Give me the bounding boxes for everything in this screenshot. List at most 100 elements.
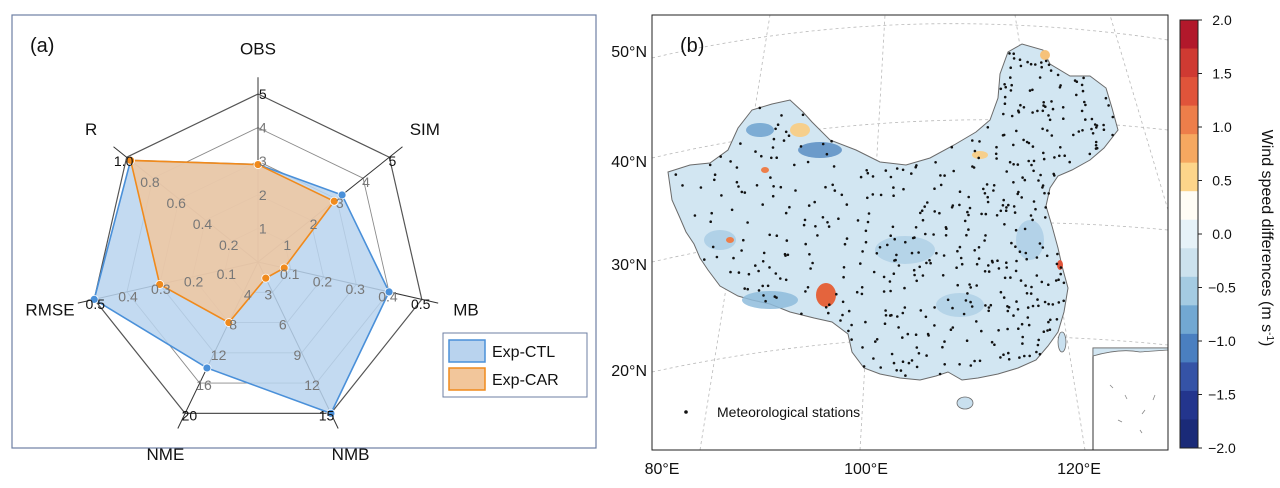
station-marker	[828, 303, 831, 307]
station-marker	[1088, 152, 1092, 156]
radar-tick-label: 6	[279, 317, 287, 333]
station-marker	[969, 300, 972, 304]
station-marker	[1019, 64, 1023, 68]
radar-tick-label: 1	[283, 237, 291, 253]
station-marker	[1009, 89, 1013, 92]
station-marker	[882, 290, 886, 293]
station-marker	[1062, 117, 1065, 120]
station-marker	[775, 156, 778, 159]
south-china-sea-inset	[1092, 347, 1168, 450]
station-marker	[831, 183, 834, 187]
station-marker	[1022, 106, 1026, 109]
station-marker	[811, 261, 814, 265]
station-marker	[827, 311, 830, 315]
lat-label-20: 20°N	[611, 363, 647, 380]
station-marker	[720, 194, 723, 197]
station-marker	[1009, 76, 1012, 79]
station-marker	[1042, 151, 1045, 155]
station-marker	[799, 145, 803, 148]
station-marker	[754, 150, 757, 153]
station-marker	[773, 295, 777, 298]
station-marker	[1014, 245, 1017, 248]
station-marker	[1042, 157, 1046, 161]
stations-legend-marker	[684, 410, 688, 414]
station-marker	[1005, 206, 1008, 209]
station-marker	[793, 163, 796, 167]
station-marker	[933, 210, 936, 213]
station-marker	[1081, 129, 1084, 132]
station-marker	[1059, 266, 1063, 269]
station-marker	[808, 253, 811, 256]
station-marker	[1012, 314, 1015, 317]
station-marker	[746, 221, 749, 224]
station-marker	[938, 372, 942, 376]
station-marker	[841, 313, 844, 317]
colorbar-segment	[1180, 333, 1198, 363]
colorbar-segment	[1180, 48, 1198, 78]
station-marker	[862, 365, 866, 368]
station-marker	[758, 106, 762, 110]
station-marker	[732, 256, 735, 260]
station-marker	[779, 277, 782, 280]
station-marker	[772, 137, 776, 141]
station-marker	[1084, 118, 1087, 121]
legend-label-ctl: Exp-CTL	[492, 344, 555, 361]
station-marker	[933, 187, 936, 190]
station-marker	[964, 299, 968, 302]
radar-tick-label: 1.0	[114, 153, 134, 169]
station-marker	[1044, 105, 1047, 108]
radar-legend: Exp-CTL Exp-CAR	[442, 332, 588, 398]
station-marker	[1050, 134, 1054, 137]
lon-label-80: 80°E	[645, 461, 680, 478]
radar-tick-label: 16	[196, 377, 212, 393]
station-marker	[970, 305, 974, 308]
station-marker	[1006, 309, 1010, 313]
legend-swatch-car	[448, 367, 486, 391]
station-marker	[949, 328, 953, 332]
station-marker	[1051, 107, 1055, 111]
station-marker	[973, 249, 976, 252]
station-marker	[1003, 95, 1007, 99]
station-marker	[983, 192, 987, 195]
station-marker	[915, 346, 919, 349]
inset-islands	[1109, 384, 1156, 434]
station-marker	[713, 178, 716, 182]
station-marker	[969, 286, 972, 289]
station-marker	[1028, 89, 1032, 92]
colorbar-segment	[1180, 191, 1198, 221]
station-marker	[807, 204, 811, 207]
station-marker	[806, 286, 810, 289]
station-marker	[774, 272, 778, 275]
station-marker	[910, 251, 914, 255]
station-marker	[942, 254, 946, 257]
radar-point	[326, 408, 336, 418]
station-marker	[990, 340, 994, 344]
station-marker	[1047, 320, 1050, 324]
station-marker	[977, 257, 981, 260]
station-marker	[1018, 58, 1022, 61]
station-marker	[839, 319, 842, 322]
lat-label-40: 40°N	[611, 154, 647, 171]
radar-tick-label: 0.2	[184, 274, 204, 290]
lon-label-100: 100°E	[844, 461, 888, 478]
station-marker	[910, 359, 914, 362]
colorbar-segment	[1180, 362, 1198, 392]
station-marker	[1031, 218, 1034, 222]
station-marker	[768, 266, 771, 269]
station-marker	[1010, 83, 1013, 87]
station-marker	[917, 251, 920, 254]
station-marker	[1040, 65, 1043, 69]
radar-tick-label: 2	[310, 216, 318, 232]
station-marker	[934, 161, 937, 164]
station-marker	[855, 290, 859, 294]
station-marker	[1050, 100, 1053, 103]
station-marker	[1010, 241, 1013, 245]
station-marker	[1006, 327, 1009, 331]
colorbar-segment	[1180, 248, 1198, 278]
station-marker	[809, 267, 812, 270]
station-marker	[1040, 61, 1043, 64]
radar-axis-label: NME	[147, 445, 185, 464]
station-marker	[879, 366, 882, 369]
colorbar-tick-label: 0.5	[1212, 173, 1232, 189]
map-panel: Meteorological stations 50°N 40°N 30°N 2…	[611, 12, 1275, 478]
